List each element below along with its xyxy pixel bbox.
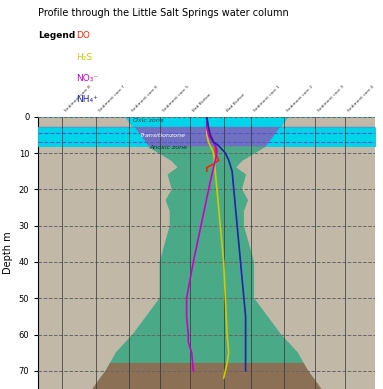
- Text: Sediment core 1: Sediment core 1: [252, 85, 281, 113]
- Text: Transitionzone: Transitionzone: [139, 133, 185, 138]
- Text: Oxic zone: Oxic zone: [133, 118, 164, 123]
- Text: Sediment core 4: Sediment core 4: [347, 85, 375, 113]
- Text: Sediment core 3: Sediment core 3: [317, 85, 345, 113]
- Text: Bad Button: Bad Button: [226, 93, 246, 113]
- Y-axis label: Depth m: Depth m: [3, 231, 13, 274]
- Text: Sediment core 7: Sediment core 7: [98, 85, 126, 113]
- Text: NH₄⁺: NH₄⁺: [77, 95, 98, 104]
- Text: Sediment core 6: Sediment core 6: [131, 85, 159, 113]
- Text: DO: DO: [77, 31, 90, 40]
- Polygon shape: [38, 117, 375, 128]
- Text: Bad Button: Bad Button: [192, 93, 212, 113]
- Text: Profile through the Little Salt Springs water column: Profile through the Little Salt Springs …: [38, 8, 289, 18]
- Text: Sediment core 8: Sediment core 8: [64, 85, 92, 113]
- Text: NO₃⁻: NO₃⁻: [77, 74, 99, 83]
- Text: Sediment core 2: Sediment core 2: [286, 85, 314, 113]
- Polygon shape: [38, 128, 375, 146]
- Text: Legend: Legend: [38, 31, 75, 40]
- Polygon shape: [93, 364, 321, 389]
- Text: H₂S: H₂S: [77, 53, 93, 61]
- Text: Sediment core 5: Sediment core 5: [162, 84, 190, 113]
- Text: Anoxic zone: Anoxic zone: [149, 145, 188, 151]
- Polygon shape: [96, 117, 318, 385]
